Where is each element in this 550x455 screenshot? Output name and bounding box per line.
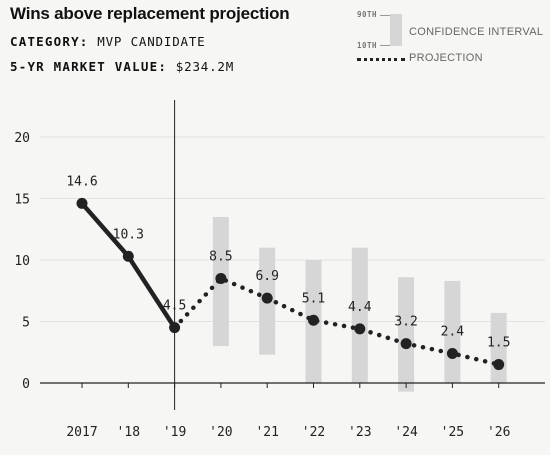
data-point-9 [493,359,505,371]
x-tick-label-4: '21 [255,425,278,440]
market-value-amount: $234.2M [175,59,235,74]
data-points [76,197,505,371]
interval-bar-7 [398,277,415,392]
projection-line [172,275,501,367]
data-label-9: 1.5 [487,336,510,351]
data-label-6: 4.4 [348,300,372,315]
data-point-5 [308,314,319,326]
legend-interval-swatch [390,14,402,46]
x-tick-label-7: '24 [394,425,418,440]
y-tick-label-15: 15 [14,193,30,208]
actual-line [80,201,177,329]
interval-bar-8 [444,280,461,383]
x-tick-label-2: '19 [163,425,186,440]
chart-legend: 90TH 10TH CONFIDENCE INTERVAL PROJECTION [355,8,545,73]
legend-interval-label: CONFIDENCE INTERVAL [409,26,544,38]
category-key: CATEGORY: [10,34,89,49]
y-tick-label-5: 5 [22,316,30,331]
legend-90th-tick [380,15,390,16]
legend-projection-swatch [357,58,405,65]
data-point-6 [354,323,366,335]
x-tick-label-9: '26 [487,425,510,440]
x-tick-labels: 2017 '18 '19 '20 '21 '22 '23 '24 '25 '26 [66,425,510,440]
data-point-4 [261,292,273,304]
legend-10th-label: 10TH [357,41,378,50]
x-tick-label-5: '22 [302,425,325,440]
data-point-2 [169,322,181,334]
data-point-1 [122,250,134,262]
data-label-5: 5.1 [302,291,325,306]
y-tick-label-0: 0 [22,377,30,392]
chart-title: Wins above replacement projection [10,4,290,23]
series-lines [80,201,501,367]
y-tick-label-20: 20 [14,131,30,146]
data-label-7: 3.2 [394,315,417,330]
data-point-0 [76,197,88,209]
x-tick-label-8: '25 [441,425,464,440]
interval-bar-6 [351,247,368,383]
grid-lines [40,136,545,322]
data-point-8 [446,347,458,359]
data-point-3 [215,272,227,284]
market-value-line: 5-YR MARKET VALUE: $234.2M [10,59,234,74]
axes [40,100,545,410]
y-tick-labels: 0 5 10 15 20 [14,131,30,392]
x-tick-label-3: '20 [209,425,232,440]
data-labels: 14.6 10.3 4.5 8.5 6.9 5.1 4.4 3.2 2.4 1.5 [66,174,510,350]
data-label-8: 2.4 [441,324,465,339]
data-label-4: 6.9 [255,269,278,284]
data-label-3: 8.5 [209,249,232,264]
data-point-7 [400,338,412,350]
x-tick-label-6: '23 [348,425,371,440]
legend-90th-label: 90TH [357,10,378,19]
category-value: MVP CANDIDATE [97,34,206,49]
data-label-0: 14.6 [66,174,97,189]
category-line: CATEGORY: MVP CANDIDATE [10,34,206,49]
legend-projection-label: PROJECTION [409,52,483,64]
data-label-2: 4.5 [163,299,186,314]
x-tick-label-1: '18 [117,425,140,440]
x-tick-label-0: 2017 [66,425,97,440]
data-label-1: 10.3 [113,227,144,242]
legend-10th-tick [380,45,390,46]
y-tick-label-10: 10 [14,254,30,269]
market-value-key: 5-YR MARKET VALUE: [10,59,168,74]
